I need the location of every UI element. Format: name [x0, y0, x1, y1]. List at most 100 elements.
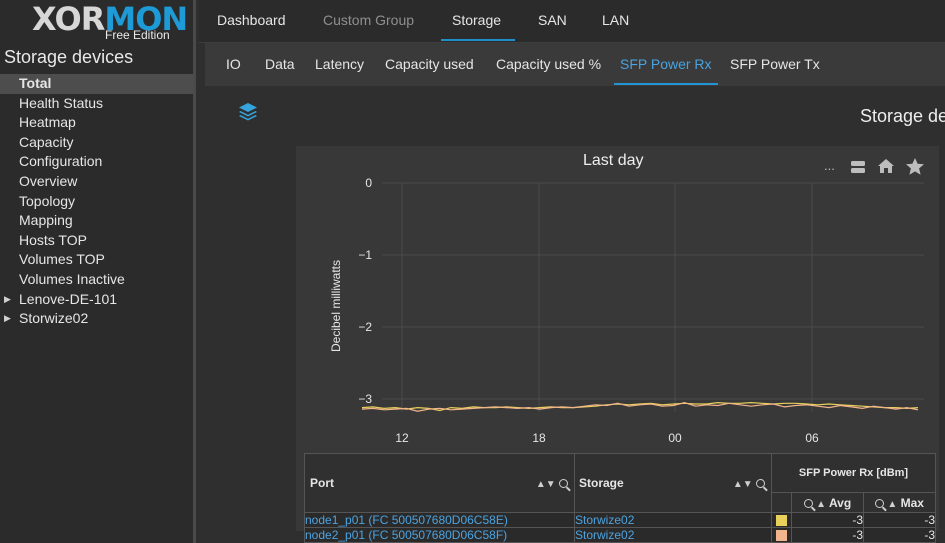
metric-column-header: SFP Power Rx [dBm] [771, 453, 936, 493]
max-value: -3 [863, 512, 936, 528]
home-icon[interactable] [877, 158, 895, 174]
avg-value: -3 [791, 527, 864, 543]
max-header-label: Max [900, 495, 924, 510]
storage-link[interactable]: Storwize02 [574, 512, 772, 528]
color-column-header [771, 492, 792, 513]
port-link[interactable]: node2_p01 (FC 500507680D06C58F) [304, 527, 575, 543]
layers-icon[interactable] [238, 102, 258, 122]
sidebar-item-label: Capacity [19, 133, 74, 150]
port-column-header[interactable]: Port ▲▼ [304, 453, 575, 513]
subtab-data[interactable]: Data [265, 56, 295, 72]
series-color-swatch [776, 515, 787, 527]
sidebar-item-health-status[interactable]: Health Status [0, 94, 194, 114]
port-header-controls: ▲▼ [536, 476, 568, 490]
sidebar-item-topology[interactable]: Topology [0, 192, 194, 212]
y-tick-labels: 0 −1 −2 −3 [358, 176, 372, 406]
port-header-label: Port [310, 476, 334, 490]
sidebar-item-label: Health Status [19, 94, 104, 111]
storage-link[interactable]: Storwize02 [574, 527, 772, 543]
series-color-cell [771, 512, 792, 528]
max-value: -3 [863, 527, 936, 543]
x-tick-labels: 12 18 00 06 [395, 431, 819, 445]
tab-storage[interactable]: Storage [452, 12, 502, 28]
active-tab-indicator [441, 39, 515, 41]
chart-series [361, 401, 919, 412]
xormon-logo[interactable]: XORMON Free Edition [32, 0, 188, 42]
storage-header-label: Storage [579, 476, 624, 490]
sidebar-item-lenove-de-101[interactable]: ▶ Lenove-DE-101 [0, 290, 194, 310]
tab-custom-group[interactable]: Custom Group [323, 12, 415, 28]
storage-header-controls: ▲▼ [733, 476, 765, 490]
sort-icon[interactable]: ▲▼ [732, 479, 753, 490]
table-row: node1_p01 (FC 500507680D06C58E) Storwize… [304, 512, 936, 528]
search-icon[interactable] [803, 498, 813, 508]
logo-edition: Free Edition [105, 28, 170, 42]
sidebar-list: Total Health Status Heatmap Capacity Con… [0, 74, 194, 329]
tab-lan[interactable]: LAN [602, 12, 630, 28]
sort-icon[interactable]: ▲ [816, 498, 827, 510]
max-column-header[interactable]: ▲ Max [863, 492, 936, 513]
more-options-icon[interactable]: ... [824, 158, 835, 173]
sidebar-item-label: Configuration [19, 153, 103, 170]
sidebar-item-volumes-top[interactable]: Volumes TOP [0, 250, 194, 270]
search-icon[interactable] [756, 479, 765, 489]
sidebar-item-capacity[interactable]: Capacity [0, 133, 194, 153]
avg-header-label: Avg [828, 495, 852, 510]
y-tick-label: −3 [358, 392, 372, 406]
sidebar-item-mapping[interactable]: Mapping [0, 211, 194, 231]
sidebar-item-label: Hosts TOP [19, 231, 87, 248]
x-tick-label: 00 [668, 431, 682, 445]
sidebar-item-heatmap[interactable]: Heatmap [0, 113, 194, 133]
subtab-sfp-power-rx[interactable]: SFP Power Rx [620, 56, 712, 72]
avg-column-header[interactable]: ▲ Avg [791, 492, 864, 513]
sidebar-item-overview[interactable]: Overview [0, 172, 194, 192]
subtab-sfp-power-tx[interactable]: SFP Power Tx [730, 56, 820, 72]
series-color-cell [771, 527, 792, 543]
sidebar-item-label: Heatmap [19, 114, 76, 131]
subtab-capacity-used[interactable]: Capacity used [385, 56, 474, 72]
star-icon[interactable] [905, 157, 925, 176]
subtab-capacity-used-percent[interactable]: Capacity used % [496, 56, 602, 72]
sort-icon[interactable]: ▲ [887, 498, 898, 510]
page-heading: Storage de [860, 106, 945, 126]
y-tick-label: −1 [358, 248, 372, 262]
x-tick-label: 06 [805, 431, 819, 445]
sidebar-item-label: Volumes TOP [19, 251, 105, 268]
series-line-1 [361, 401, 919, 412]
expand-caret-icon[interactable]: ▶ [4, 293, 11, 304]
sidebar-item-label: Storwize02 [19, 310, 89, 327]
sidebar-item-label: Lenove-DE-101 [19, 290, 118, 307]
x-tick-label: 12 [395, 431, 409, 445]
y-tick-label: 0 [365, 176, 372, 190]
sidebar-item-volumes-inactive[interactable]: Volumes Inactive [0, 270, 194, 290]
subtab-io[interactable]: IO [226, 56, 241, 72]
tab-san[interactable]: SAN [538, 12, 567, 28]
sidebar-item-storwize02[interactable]: ▶ Storwize02 [0, 309, 194, 329]
active-subtab-indicator [614, 83, 718, 85]
sidebar-item-configuration[interactable]: Configuration [0, 152, 194, 172]
sidebar-item-label: Mapping [19, 212, 73, 229]
table-row: node2_p01 (FC 500507680D06C58F) Storwize… [304, 527, 936, 543]
sort-icon[interactable]: ▲▼ [535, 479, 556, 490]
x-tick-label: 18 [532, 431, 546, 445]
y-tick-label: −2 [358, 320, 372, 334]
sidebar-item-label: Volumes Inactive [19, 270, 125, 287]
sidebar: XORMON Free Edition Storage devices Tota… [0, 0, 196, 543]
storage-column-header[interactable]: Storage ▲▼ [574, 453, 772, 513]
expand-caret-icon[interactable]: ▶ [4, 313, 11, 324]
search-icon[interactable] [875, 498, 885, 508]
sidebar-item-total[interactable]: Total [0, 74, 194, 94]
series-color-swatch [776, 530, 787, 542]
tab-dashboard[interactable]: Dashboard [217, 12, 286, 28]
stack-icon[interactable] [850, 160, 866, 174]
logo-wordmark: XORMON [32, 0, 188, 38]
series-line-2 [361, 401, 919, 412]
sidebar-item-label: Overview [19, 172, 78, 189]
sidebar-item-label: Total [19, 75, 52, 91]
subtab-latency[interactable]: Latency [315, 56, 365, 72]
search-icon[interactable] [559, 479, 568, 489]
sub-navigation: IO Data Latency Capacity used Capacity u… [205, 43, 945, 86]
port-link[interactable]: node1_p01 (FC 500507680D06C58E) [304, 512, 575, 528]
sidebar-item-hosts-top[interactable]: Hosts TOP [0, 231, 194, 251]
